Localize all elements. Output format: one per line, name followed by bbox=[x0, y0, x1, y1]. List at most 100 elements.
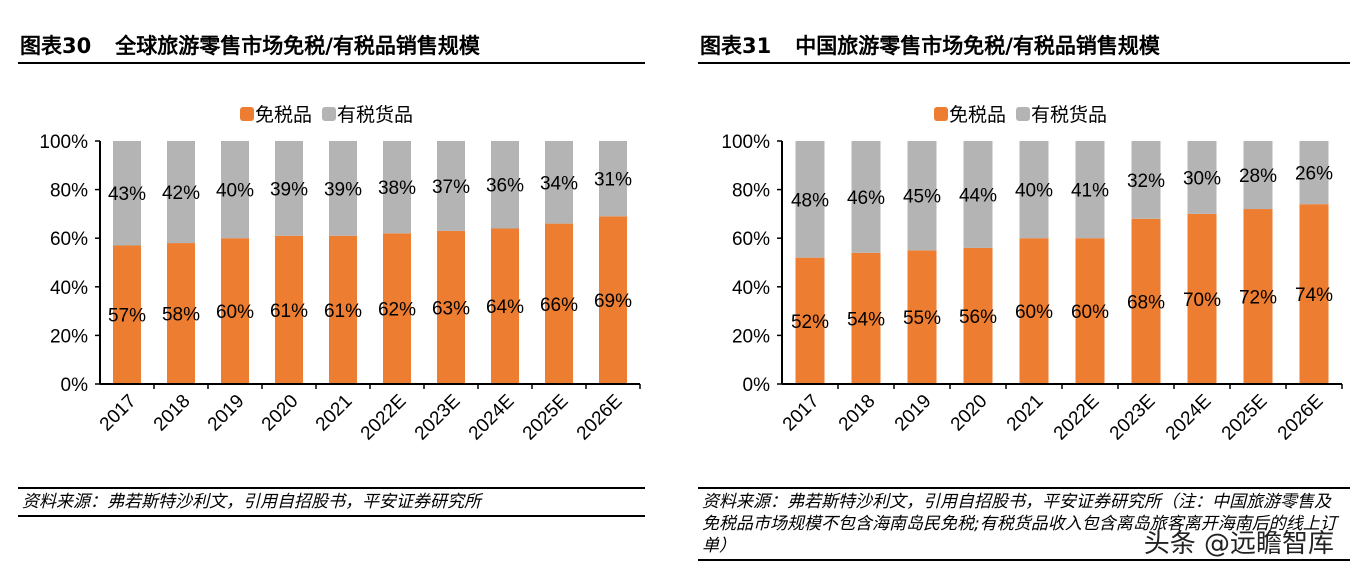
y-tick-label: 100% bbox=[39, 132, 88, 153]
y-tick-label: 100% bbox=[721, 132, 770, 153]
x-tick-label: 2023E bbox=[411, 391, 465, 445]
x-tick-label: 2022E bbox=[357, 391, 411, 445]
y-tick-label: 40% bbox=[50, 278, 88, 299]
data-label: 37% bbox=[432, 177, 470, 198]
bar-duty-free bbox=[275, 235, 303, 384]
bar-duty-free bbox=[329, 235, 357, 384]
data-label: 72% bbox=[1239, 288, 1277, 309]
data-label: 43% bbox=[108, 184, 146, 205]
data-label: 32% bbox=[1127, 171, 1165, 192]
bar-duty-paid bbox=[1131, 141, 1161, 219]
legend-label: 有税货品 bbox=[1031, 104, 1107, 126]
data-label: 38% bbox=[378, 178, 416, 199]
bar-duty-free bbox=[221, 238, 249, 384]
chart-svg: 免税品 有税货品 0% 20% 40% 60% 80% 100% 57% 43% 2017 58% 42… bbox=[39, 104, 641, 445]
data-label: 62% bbox=[378, 300, 416, 321]
x-tick-label: 2026E bbox=[573, 391, 627, 445]
bar-duty-paid bbox=[545, 141, 573, 224]
data-label: 64% bbox=[486, 297, 524, 318]
x-tick-label: 2022E bbox=[1050, 391, 1104, 445]
data-label: 58% bbox=[162, 305, 200, 326]
y-tick-label: 60% bbox=[732, 229, 770, 250]
bar-duty-paid bbox=[437, 141, 465, 231]
bar-duty-free bbox=[545, 223, 573, 384]
data-label: 44% bbox=[959, 185, 997, 206]
y-tick-label: 20% bbox=[732, 326, 770, 347]
x-tick-label: 2024E bbox=[465, 391, 519, 445]
bar-duty-paid bbox=[329, 141, 357, 236]
data-label: 39% bbox=[270, 179, 308, 200]
bar-duty-free bbox=[1243, 209, 1273, 384]
data-label: 56% bbox=[959, 307, 997, 328]
bar-duty-paid bbox=[1019, 141, 1049, 239]
x-tick-label: 2023E bbox=[1106, 391, 1160, 445]
x-tick-label: 2018 bbox=[835, 391, 880, 436]
chart-svg: 免税品 有税货品 0% 20% 40% 60% 80% 100% 52% 48% 2017 54% 46… bbox=[721, 104, 1343, 445]
data-label: 40% bbox=[1015, 181, 1053, 202]
legend-swatch bbox=[934, 107, 948, 121]
y-tick-label: 80% bbox=[732, 181, 770, 202]
data-label: 48% bbox=[791, 190, 829, 211]
chart-title: 图表30 全球旅游零售市场免税/有税品销售规模 bbox=[18, 30, 645, 64]
data-label: 45% bbox=[903, 187, 941, 208]
x-tick-label: 2020 bbox=[947, 391, 992, 436]
bar-duty-free bbox=[599, 216, 627, 384]
x-tick-label: 2025E bbox=[1218, 391, 1272, 445]
figure-title: 中国旅游零售市场免税/有税品销售规模 bbox=[795, 34, 1160, 58]
legend-label: 免税品 bbox=[255, 104, 312, 126]
bar-duty-paid bbox=[1075, 141, 1105, 239]
bar-duty-paid bbox=[599, 141, 627, 217]
bar-duty-free bbox=[1019, 238, 1049, 384]
bar-duty-paid bbox=[963, 141, 993, 248]
source-note: 资料来源：弗若斯特沙利文，引用自招股书，平安证券研究所（注：中国旅游零售及免税品… bbox=[698, 487, 1350, 561]
bar-duty-free bbox=[167, 243, 195, 384]
bar-duty-paid bbox=[167, 141, 195, 244]
data-label: 69% bbox=[594, 291, 632, 312]
bar-duty-free bbox=[1075, 238, 1105, 384]
bar-duty-free bbox=[1299, 204, 1329, 384]
data-label: 68% bbox=[1127, 292, 1165, 313]
x-tick-label: 2021 bbox=[1003, 391, 1048, 436]
data-label: 26% bbox=[1295, 164, 1333, 185]
legend-label: 有税货品 bbox=[337, 104, 413, 126]
y-tick-label: 40% bbox=[732, 278, 770, 299]
figure-label: 图表31 bbox=[700, 34, 772, 58]
data-label: 34% bbox=[540, 173, 578, 194]
bar-duty-paid bbox=[113, 141, 141, 246]
data-label: 57% bbox=[108, 306, 146, 327]
bar-duty-paid bbox=[275, 141, 303, 236]
data-label: 61% bbox=[324, 301, 362, 322]
bar-duty-free bbox=[383, 233, 411, 384]
x-tick-label: 2019 bbox=[204, 391, 249, 436]
bar-duty-paid bbox=[1243, 141, 1273, 210]
chart-panel-china: 图表31 中国旅游零售市场免税/有税品销售规模 免税品 有税货品 0% 20% 40% 60… bbox=[698, 0, 1350, 583]
bar-duty-free bbox=[795, 257, 825, 384]
data-label: 60% bbox=[216, 302, 254, 323]
bar-duty-paid bbox=[1187, 141, 1217, 214]
data-label: 61% bbox=[270, 301, 308, 322]
legend-swatch bbox=[322, 107, 336, 121]
data-label: 41% bbox=[1071, 181, 1109, 202]
data-label: 70% bbox=[1183, 290, 1221, 311]
data-label: 42% bbox=[162, 183, 200, 204]
data-label: 52% bbox=[791, 312, 829, 333]
source-note: 资料来源：弗若斯特沙利文，引用自招股书，平安证券研究所 bbox=[18, 487, 645, 517]
x-tick-label: 2021 bbox=[312, 391, 357, 436]
bar-duty-paid bbox=[221, 141, 249, 239]
data-label: 63% bbox=[432, 298, 470, 319]
legend-swatch bbox=[240, 107, 254, 121]
x-tick-label: 2020 bbox=[258, 391, 303, 436]
y-tick-label: 0% bbox=[743, 375, 771, 396]
x-tick-label: 2019 bbox=[891, 391, 936, 436]
legend-label: 免税品 bbox=[949, 104, 1006, 126]
bar-duty-paid bbox=[383, 141, 411, 234]
chart-title: 图表31 中国旅游零售市场免税/有税品销售规模 bbox=[698, 30, 1350, 64]
x-tick-label: 2017 bbox=[779, 391, 824, 436]
bar-duty-free bbox=[851, 252, 881, 384]
bar-duty-free bbox=[491, 228, 519, 384]
bar-duty-free bbox=[437, 230, 465, 384]
x-tick-label: 2024E bbox=[1162, 391, 1216, 445]
data-label: 60% bbox=[1015, 302, 1053, 323]
y-tick-label: 20% bbox=[50, 326, 88, 347]
bar-duty-paid bbox=[851, 141, 881, 253]
